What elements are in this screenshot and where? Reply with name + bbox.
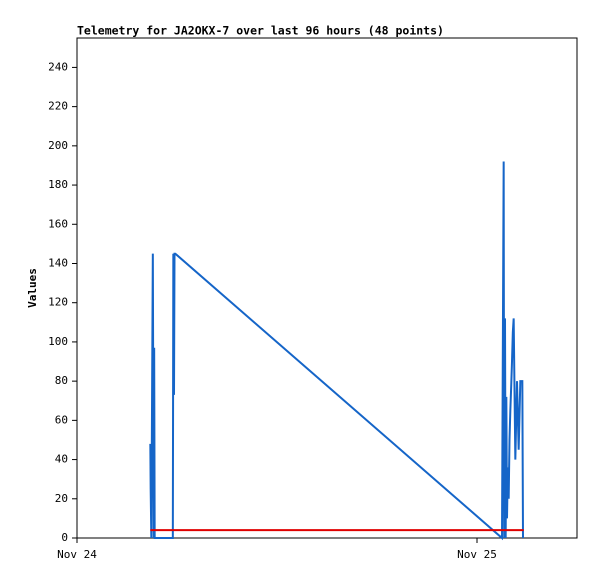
y-tick-label: 220 xyxy=(48,100,68,113)
y-tick-label: 100 xyxy=(48,335,68,348)
series-line xyxy=(149,161,524,541)
x-tick-label: Nov 25 xyxy=(457,548,497,561)
y-tick-label: 180 xyxy=(48,178,68,191)
y-tick-label: 140 xyxy=(48,256,68,269)
y-tick-label: 240 xyxy=(48,60,68,73)
y-tick-label: 160 xyxy=(48,217,68,230)
plot-frame xyxy=(76,37,578,539)
y-axis-label: Values xyxy=(26,268,39,308)
y-tick-label: 40 xyxy=(55,453,68,466)
y-tick-label: 200 xyxy=(48,139,68,152)
x-tick-label: Nov 24 xyxy=(57,548,97,561)
y-tick-label: 20 xyxy=(55,492,68,505)
y-tick-label: 120 xyxy=(48,296,68,309)
y-tick-label: 80 xyxy=(55,374,68,387)
y-tick-label: 60 xyxy=(55,413,68,426)
y-tick-label: 0 xyxy=(61,531,68,544)
chart-title: Telemetry for JA2OKX-7 over last 96 hour… xyxy=(77,24,444,38)
